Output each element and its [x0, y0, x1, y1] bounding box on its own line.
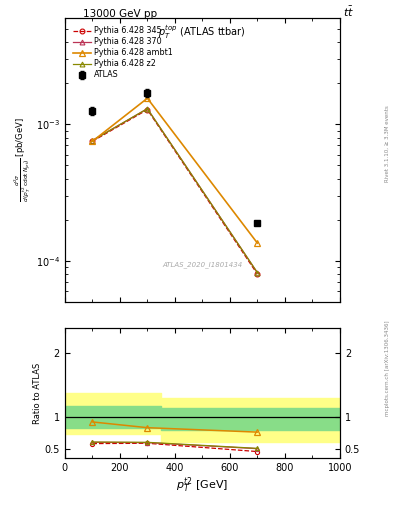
Text: ATLAS_2020_I1801434: ATLAS_2020_I1801434	[162, 261, 242, 268]
Pythia 6.428 370	[90, 138, 95, 144]
Pythia 6.428 345	[90, 138, 95, 144]
Y-axis label: Ratio to ATLAS: Ratio to ATLAS	[33, 362, 42, 423]
Pythia 6.428 345	[145, 106, 150, 113]
Line: Pythia 6.428 370: Pythia 6.428 370	[90, 106, 260, 275]
Text: $t\bar{t}$: $t\bar{t}$	[343, 5, 354, 19]
Text: 13000 GeV pp: 13000 GeV pp	[83, 9, 157, 19]
Text: Rivet 3.1.10, ≥ 3.3M events: Rivet 3.1.10, ≥ 3.3M events	[385, 105, 390, 182]
Line: Pythia 6.428 ambt1: Pythia 6.428 ambt1	[89, 95, 261, 246]
Legend: Pythia 6.428 345, Pythia 6.428 370, Pythia 6.428 ambt1, Pythia 6.428 z2, ATLAS: Pythia 6.428 345, Pythia 6.428 370, Pyth…	[72, 25, 174, 81]
Line: Pythia 6.428 345: Pythia 6.428 345	[90, 107, 260, 276]
Pythia 6.428 ambt1	[90, 138, 95, 144]
Pythia 6.428 ambt1	[145, 95, 150, 101]
Pythia 6.428 ambt1	[255, 240, 260, 246]
Pythia 6.428 z2	[90, 138, 95, 144]
Text: mcplots.cern.ch [arXiv:1306.3436]: mcplots.cern.ch [arXiv:1306.3436]	[385, 321, 390, 416]
Pythia 6.428 345	[255, 271, 260, 278]
Pythia 6.428 370	[145, 105, 150, 112]
X-axis label: $p_T^{t2}$ [GeV]: $p_T^{t2}$ [GeV]	[176, 476, 229, 496]
Pythia 6.428 z2	[145, 105, 150, 112]
Y-axis label: $\frac{d^2\sigma}{d\,(p_T^{t2}\,\mathrm{cdot}\,N_{jet})}$ [pb/GeV]: $\frac{d^2\sigma}{d\,(p_T^{t2}\,\mathrm{…	[13, 118, 33, 202]
Text: $p_T^{top}$ (ATLAS ttbar): $p_T^{top}$ (ATLAS ttbar)	[158, 24, 246, 41]
Line: Pythia 6.428 z2: Pythia 6.428 z2	[90, 106, 260, 275]
Pythia 6.428 370	[255, 270, 260, 276]
Pythia 6.428 z2	[255, 270, 260, 276]
